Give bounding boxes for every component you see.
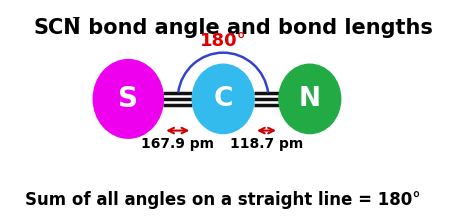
Text: 167.9 pm: 167.9 pm: [141, 137, 214, 151]
Text: SCN: SCN: [33, 18, 81, 38]
Text: ⁻: ⁻: [72, 11, 81, 30]
Text: 118.7 pm: 118.7 pm: [230, 137, 303, 151]
Text: N: N: [299, 86, 321, 112]
Text: 180°: 180°: [200, 32, 246, 50]
Text: bond angle and bond lengths: bond angle and bond lengths: [81, 18, 433, 38]
Ellipse shape: [279, 64, 341, 134]
Text: S: S: [118, 85, 138, 113]
Ellipse shape: [93, 60, 164, 138]
Ellipse shape: [192, 64, 254, 134]
Text: C: C: [213, 86, 233, 112]
Text: Sum of all angles on a straight line = 180°: Sum of all angles on a straight line = 1…: [25, 191, 421, 209]
